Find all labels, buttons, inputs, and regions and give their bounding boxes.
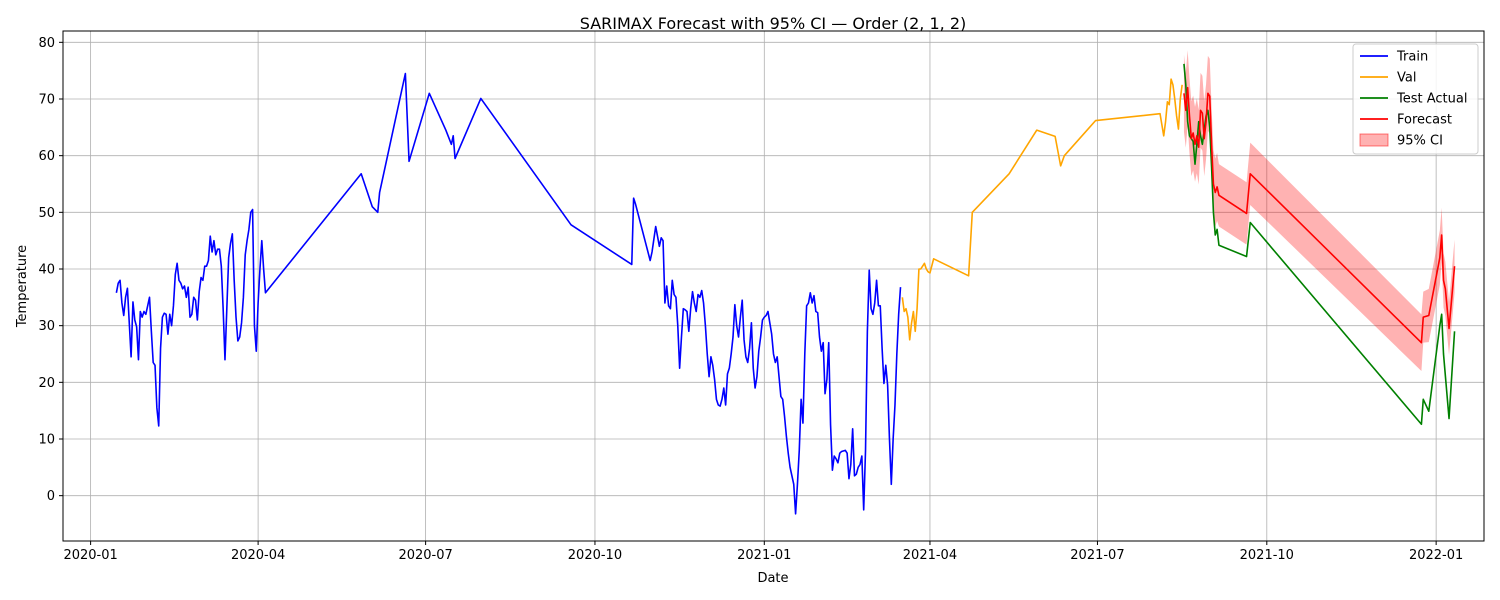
y-tick-label: 70 <box>38 93 55 108</box>
x-tick-label: 2020-01 <box>63 548 117 563</box>
y-tick-label: 30 <box>38 319 55 334</box>
x-tick-label: 2020-04 <box>231 548 285 563</box>
series-line-val <box>901 78 1183 341</box>
y-tick-label: 10 <box>38 433 55 448</box>
series-line-train <box>115 72 902 515</box>
y-tick-label: 40 <box>38 263 55 278</box>
gridlines <box>63 31 1484 541</box>
x-tick-label: 2020-10 <box>568 548 622 563</box>
y-tick-label: 0 <box>47 489 55 504</box>
series-lines-layer <box>115 63 1456 515</box>
series-line-forecast <box>1183 86 1456 344</box>
x-tick-label: 2021-01 <box>737 548 791 563</box>
legend-swatch-confidence-band <box>1359 133 1389 147</box>
plot-area <box>63 31 1484 541</box>
legend-label-test-actual: Test Actual <box>1396 92 1467 107</box>
confidence-band-area <box>1183 50 1455 372</box>
x-tick-label: 2021-04 <box>903 548 957 563</box>
legend-frame <box>1352 43 1479 155</box>
legend-label-95-ci: 95% CI <box>1397 134 1443 149</box>
chart-title: SARIMAX Forecast with 95% CI — Order (2,… <box>580 14 966 33</box>
y-tick-label: 80 <box>38 36 55 51</box>
y-axis-label: Temperature <box>15 245 30 328</box>
confidence-band-layer <box>1183 50 1455 372</box>
legend-label-train: Train <box>1396 50 1428 65</box>
y-axis-ticks: 0 10 20 30 40 50 60 70 80 <box>38 36 63 504</box>
legend: Train Val Test Actual Forecast 95% CI <box>1352 43 1479 155</box>
x-tick-label: 2021-07 <box>1070 548 1124 563</box>
y-tick-label: 60 <box>38 149 55 164</box>
x-axis-ticks: 2020-01 2020-04 2020-07 2020-10 2021-01 2021-… <box>63 541 1463 563</box>
legend-label-val: Val <box>1397 71 1416 86</box>
x-tick-label: 2022-01 <box>1409 548 1463 563</box>
series-line-test-actual <box>1183 63 1456 426</box>
y-tick-label: 50 <box>38 206 55 221</box>
legend-label-forecast: Forecast <box>1397 113 1452 128</box>
x-axis-label: Date <box>757 571 788 586</box>
x-tick-label: 2020-07 <box>398 548 452 563</box>
x-tick-label: 2021-10 <box>1240 548 1294 563</box>
y-tick-label: 20 <box>38 376 55 391</box>
plot-frame <box>62 30 1485 542</box>
